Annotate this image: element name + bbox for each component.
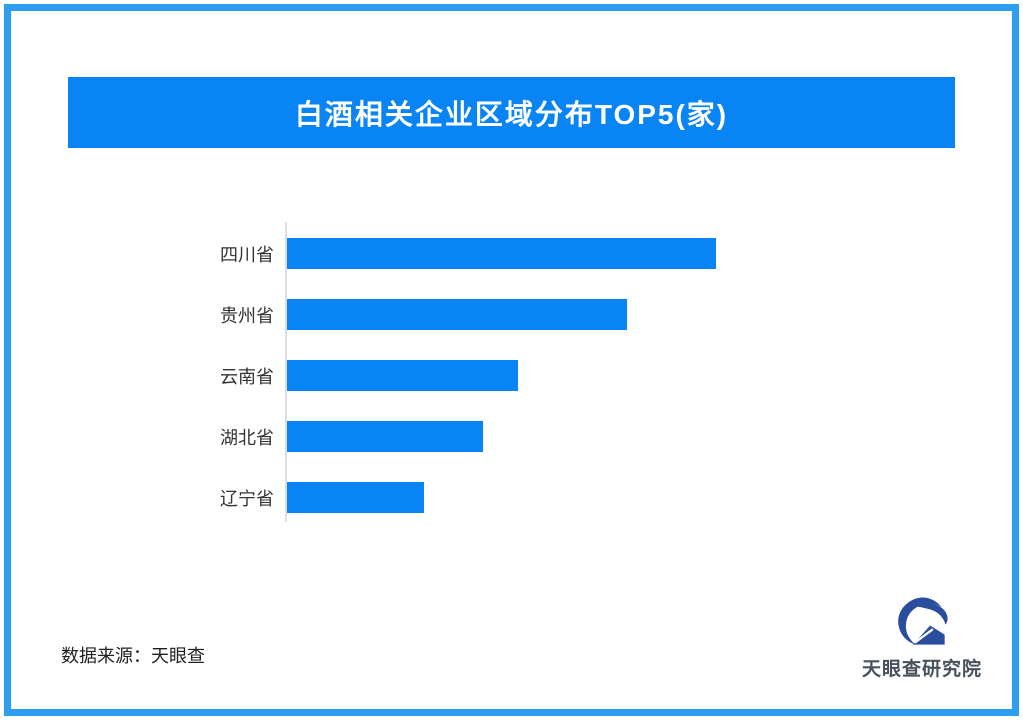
y-axis-line xyxy=(285,222,287,522)
bar-row: 辽宁省 xyxy=(0,482,1023,513)
category-label: 四川省 xyxy=(220,244,274,265)
bar-row: 云南省 xyxy=(0,360,1023,391)
bar-row: 湖北省 xyxy=(0,421,1023,452)
tianyancha-logo-icon xyxy=(898,597,948,645)
bar-row: 四川省 xyxy=(0,238,1023,269)
bar xyxy=(287,421,483,452)
bar xyxy=(287,299,627,330)
bar xyxy=(287,482,424,513)
data-source-label: 数据来源：天眼查 xyxy=(61,646,205,666)
logo-text: 天眼查研究院 xyxy=(861,659,982,680)
category-label: 贵州省 xyxy=(220,305,274,326)
title-banner: 白酒相关企业区域分布TOP5(家) xyxy=(68,77,955,148)
chart-title: 白酒相关企业区域分布TOP5(家) xyxy=(294,98,729,130)
logo: 天眼查研究院 xyxy=(852,592,992,681)
category-label: 湖北省 xyxy=(220,427,274,448)
bar-row: 贵州省 xyxy=(0,299,1023,330)
bar-chart: 四川省贵州省云南省湖北省辽宁省 xyxy=(0,238,1023,513)
category-label: 辽宁省 xyxy=(220,488,274,509)
bar xyxy=(287,360,518,391)
category-label: 云南省 xyxy=(220,366,274,387)
bar xyxy=(287,238,716,269)
